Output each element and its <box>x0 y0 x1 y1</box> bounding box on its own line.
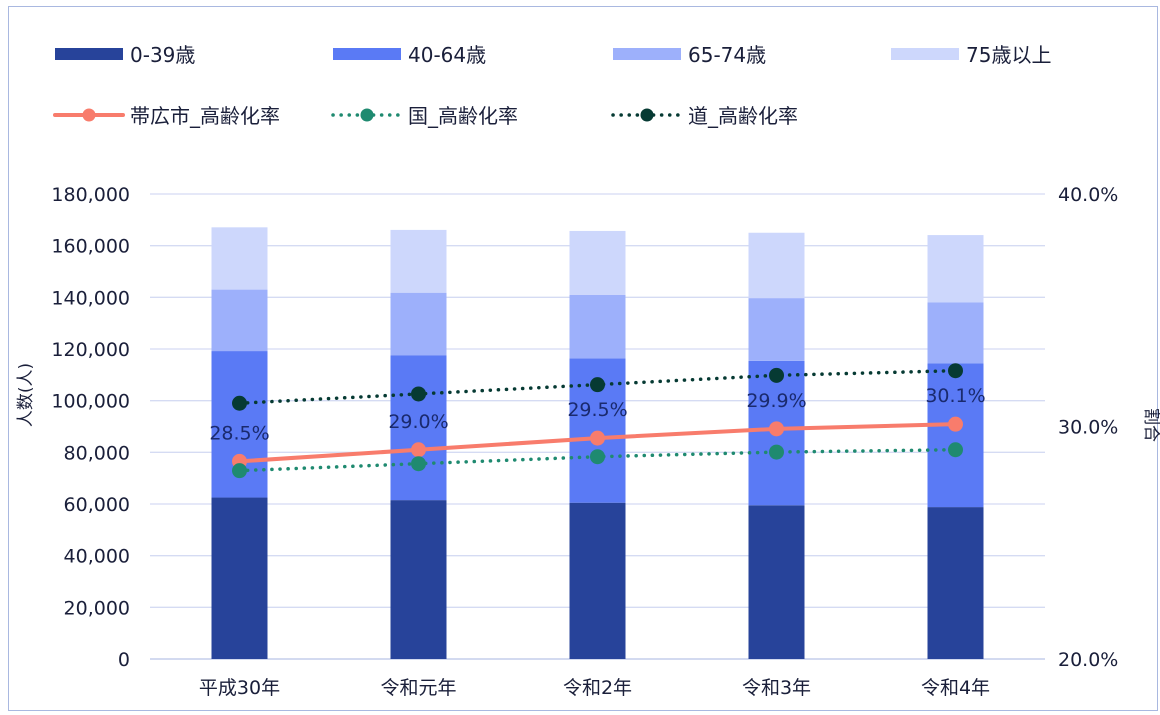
bar-segment <box>569 294 626 359</box>
y2-tick-label: 20.0% <box>1058 649 1118 671</box>
legend-swatch <box>55 48 123 60</box>
line-point <box>769 367 784 383</box>
x-tick-label: 令和2年 <box>563 677 632 699</box>
legend-label: 国_高齢化率 <box>408 104 518 128</box>
bar-segment <box>211 289 268 352</box>
bar-segment <box>390 229 447 293</box>
legend-marker <box>82 108 96 122</box>
line-point <box>590 449 605 465</box>
y-tick-label: 20,000 <box>64 597 130 619</box>
y-tick-label: 40,000 <box>64 546 130 568</box>
x-tick-label: 令和3年 <box>742 677 811 699</box>
bar-segment <box>927 302 984 364</box>
bar-segment <box>569 230 626 295</box>
y2-tick-label: 30.0% <box>1058 417 1118 439</box>
y-tick-label: 140,000 <box>51 287 130 309</box>
x-axis-ticks: 平成30年 令和元年 令和2年 令和3年 令和4年 <box>199 677 990 699</box>
y-tick-label: 120,000 <box>51 339 130 361</box>
bar-segment <box>748 298 805 361</box>
line-point <box>948 442 963 458</box>
x-tick-label: 令和4年 <box>921 677 990 699</box>
y-tick-label: 80,000 <box>64 442 130 464</box>
bar-segment <box>927 235 984 303</box>
y-tick-label: 60,000 <box>64 494 130 516</box>
x-tick-label: 平成30年 <box>199 677 280 699</box>
y-axis-title: 人数(人) <box>16 363 36 427</box>
y-tick-label: 100,000 <box>51 391 130 413</box>
bar-segment <box>211 227 268 290</box>
bar-segment <box>569 502 626 659</box>
legend-marker <box>360 108 374 122</box>
legend-label: 0-39歳 <box>130 43 195 67</box>
legend-label: 道_高齢化率 <box>688 104 798 128</box>
bar-segment <box>927 507 984 659</box>
line-point <box>769 444 784 460</box>
legend-label: 65-74歳 <box>688 43 766 67</box>
chart-frame <box>8 6 1158 711</box>
bar-segment <box>748 505 805 659</box>
legend-swatch <box>891 48 959 60</box>
bar-segment <box>211 497 268 659</box>
y-tick-label: 0 <box>118 649 130 671</box>
data-label: 29.5% <box>567 399 627 421</box>
rate-lines: 28.5% 29.0% 29.5% 29.9% 30.1% <box>209 363 986 479</box>
bar-segment <box>390 292 447 356</box>
y2-axis-ticks: 20.0% 30.0% 40.0% <box>1058 184 1118 671</box>
y-tick-label: 160,000 <box>51 236 130 258</box>
line-point <box>411 386 426 402</box>
data-label: 29.0% <box>388 411 448 433</box>
legend-label: 帯広市_高齢化率 <box>130 104 280 128</box>
data-label: 28.5% <box>209 422 269 444</box>
line-point <box>232 395 247 411</box>
bar-segment <box>748 232 805 299</box>
legend-label: 75歳以上 <box>966 43 1051 67</box>
bar-segment <box>390 500 447 659</box>
y-tick-label: 180,000 <box>51 184 130 206</box>
bar-segment <box>927 363 984 508</box>
legend-swatch <box>333 48 401 60</box>
legend-label: 40-64歳 <box>408 43 486 67</box>
line-point <box>948 363 963 379</box>
y2-axis-title: 割合 <box>1141 408 1160 442</box>
x-tick-label: 令和元年 <box>380 677 456 699</box>
legend-swatch <box>613 48 681 60</box>
line-point <box>590 377 605 393</box>
data-label: 30.1% <box>925 385 985 407</box>
stacked-bars <box>211 227 984 659</box>
line-point <box>948 416 963 432</box>
line-point <box>769 421 784 437</box>
line-point <box>590 430 605 446</box>
y-axis-ticks: 0 20,000 40,000 60,000 80,000 100,000 120,000 1… <box>51 184 130 671</box>
data-label: 29.9% <box>746 390 806 412</box>
line-point <box>411 442 426 458</box>
line-point <box>232 463 247 479</box>
legend-marker <box>640 108 654 122</box>
y2-tick-label: 40.0% <box>1058 184 1118 206</box>
line-point <box>411 456 426 472</box>
bar-segment <box>390 355 447 501</box>
